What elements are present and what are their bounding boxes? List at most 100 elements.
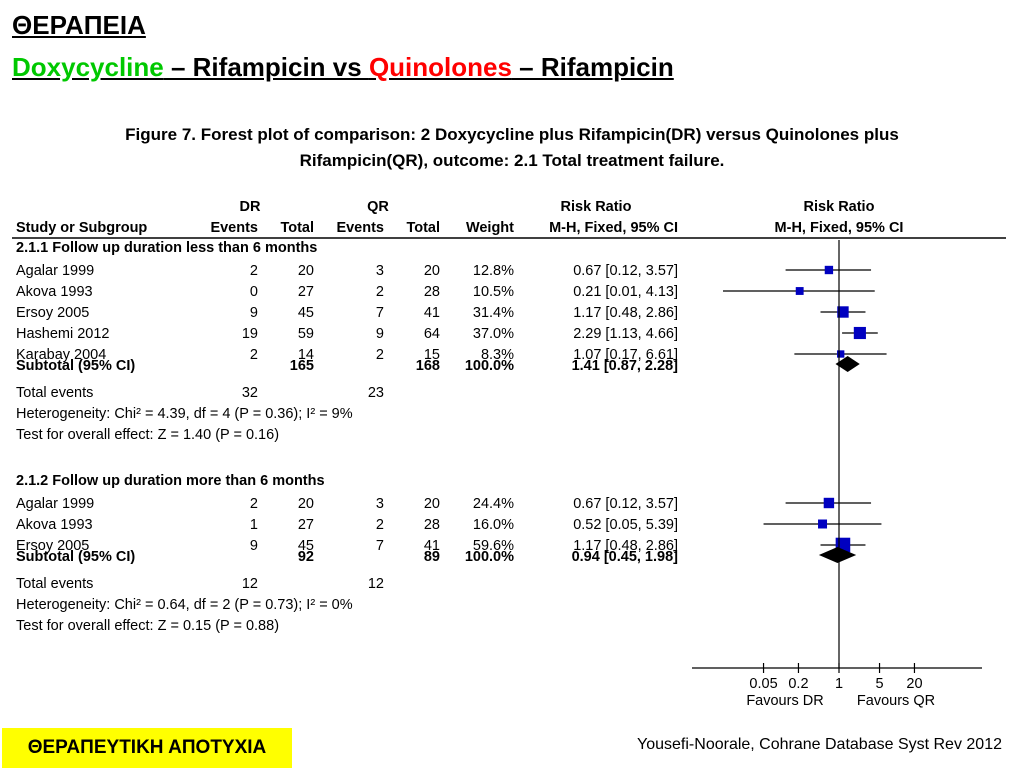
total-events-dr: 32 bbox=[242, 385, 258, 401]
subtitle-quinolones: Quinolones bbox=[368, 52, 512, 82]
subtotal-weight: 100.0% bbox=[465, 549, 514, 565]
study-qr-total: 20 bbox=[424, 263, 440, 279]
treatment-failure-tag: ΘΕΡΑΠΕΥΤΙΚΗ ΑΠΟΤΥΧΙΑ bbox=[2, 728, 292, 768]
study-name: Agalar 1999 bbox=[16, 496, 94, 512]
subtotal-qr-total: 89 bbox=[424, 549, 440, 565]
study-dr-total: 45 bbox=[298, 538, 314, 554]
study-weight: 16.0% bbox=[473, 517, 514, 533]
x-axis-tick-label: 0.2 bbox=[788, 676, 808, 692]
study-dr-total: 20 bbox=[298, 496, 314, 512]
subtotal-dr-total: 92 bbox=[298, 549, 314, 565]
study-ci-text: 0.21 [0.01, 4.13] bbox=[573, 284, 678, 300]
study-dr-events: 19 bbox=[242, 326, 258, 342]
total-events-label: Total events bbox=[16, 385, 93, 401]
col-header-qr-total: Total bbox=[406, 220, 440, 236]
study-name: Ersoy 2005 bbox=[16, 305, 89, 321]
study-weight: 10.5% bbox=[473, 284, 514, 300]
favours-left-label: Favours DR bbox=[746, 693, 823, 709]
study-dr-total: 59 bbox=[298, 326, 314, 342]
col-header-dr-events: Events bbox=[210, 220, 258, 236]
study-name: Karabay 2004 bbox=[16, 347, 106, 363]
study-ci-text: 0.67 [0.12, 3.57] bbox=[573, 496, 678, 512]
study-qr-events: 3 bbox=[376, 263, 384, 279]
study-dr-total: 27 bbox=[298, 284, 314, 300]
heterogeneity-text: Heterogeneity: Chi² = 4.39, df = 4 (P = … bbox=[16, 406, 353, 422]
x-axis-tick-label: 0.05 bbox=[749, 676, 777, 692]
study-qr-events: 2 bbox=[376, 517, 384, 533]
heterogeneity-text: Heterogeneity: Chi² = 0.64, df = 2 (P = … bbox=[16, 597, 353, 613]
study-qr-total: 41 bbox=[424, 305, 440, 321]
study-point-marker bbox=[824, 265, 834, 275]
study-dr-events: 2 bbox=[250, 263, 258, 279]
study-name: Agalar 1999 bbox=[16, 263, 94, 279]
study-dr-events: 9 bbox=[250, 538, 258, 554]
overall-effect-text: Test for overall effect: Z = 1.40 (P = 0… bbox=[16, 427, 279, 443]
study-weight: 24.4% bbox=[473, 496, 514, 512]
subgroup-header: 2.1.2 Follow up duration more than 6 mon… bbox=[16, 473, 325, 489]
study-dr-events: 0 bbox=[250, 284, 258, 300]
x-axis-tick-label: 20 bbox=[906, 676, 922, 692]
col-header-study: Study or Subgroup bbox=[16, 220, 147, 236]
study-point-marker bbox=[795, 287, 804, 295]
study-qr-total: 41 bbox=[424, 538, 440, 554]
subtotal-weight: 100.0% bbox=[465, 358, 514, 374]
study-ci-text: 2.29 [1.13, 4.66] bbox=[573, 326, 678, 342]
study-weight: 12.8% bbox=[473, 263, 514, 279]
study-qr-total: 20 bbox=[424, 496, 440, 512]
figure-caption-line-2: Rifampicin(QR), outcome: 2.1 Total treat… bbox=[299, 151, 725, 170]
rr-text-group-header: Risk Ratio bbox=[561, 199, 632, 215]
subtotal-label: Subtotal (95% CI) bbox=[16, 358, 135, 374]
study-dr-events: 1 bbox=[250, 517, 258, 533]
study-name: Ersoy 2005 bbox=[16, 538, 89, 554]
study-ci-text: 1.17 [0.48, 2.86] bbox=[573, 305, 678, 321]
figure-caption-line-1: Figure 7. Forest plot of comparison: 2 D… bbox=[125, 125, 899, 144]
study-dr-events: 2 bbox=[250, 496, 258, 512]
study-name: Hashemi 2012 bbox=[16, 326, 110, 342]
study-point-marker bbox=[818, 519, 828, 529]
study-dr-total: 27 bbox=[298, 517, 314, 533]
qr-group-header: QR bbox=[367, 199, 389, 215]
study-qr-events: 7 bbox=[376, 305, 384, 321]
study-name: Akova 1993 bbox=[16, 517, 93, 533]
total-events-label: Total events bbox=[16, 576, 93, 592]
col-header-rr-text: M-H, Fixed, 95% CI bbox=[549, 220, 678, 236]
x-axis-tick-label: 5 bbox=[876, 676, 884, 692]
study-weight: 59.6% bbox=[473, 538, 514, 554]
subtotal-ci-text: 1.41 [0.87, 2.28] bbox=[572, 358, 679, 374]
study-name: Akova 1993 bbox=[16, 284, 93, 300]
study-dr-total: 14 bbox=[298, 347, 314, 363]
study-dr-events: 2 bbox=[250, 347, 258, 363]
figure-caption: Figure 7. Forest plot of comparison: 2 D… bbox=[0, 122, 1024, 174]
study-ci-text: 0.52 [0.05, 5.39] bbox=[573, 517, 678, 533]
study-qr-events: 7 bbox=[376, 538, 384, 554]
total-events-qr: 23 bbox=[368, 385, 384, 401]
subtotal-diamond bbox=[818, 547, 857, 563]
subtotal-label: Subtotal (95% CI) bbox=[16, 549, 135, 565]
col-header-dr-total: Total bbox=[280, 220, 314, 236]
study-weight: 8.3% bbox=[481, 347, 514, 363]
col-header-weight: Weight bbox=[466, 220, 514, 236]
rr-plot-group-header: Risk Ratio bbox=[804, 199, 875, 215]
overall-effect-text: Test for overall effect: Z = 0.15 (P = 0… bbox=[16, 618, 279, 634]
study-dr-total: 45 bbox=[298, 305, 314, 321]
forest-plot: DR QR Risk Ratio Risk Ratio Study or Subgrou… bbox=[12, 199, 1006, 709]
study-ci-text: 1.17 [0.48, 2.86] bbox=[573, 538, 678, 554]
col-header-qr-events: Events bbox=[336, 220, 384, 236]
study-weight: 37.0% bbox=[473, 326, 514, 342]
slide-title: ΘΕΡΑΠΕΙΑ bbox=[12, 10, 146, 40]
study-qr-total: 15 bbox=[424, 347, 440, 363]
x-axis-tick-label: 1 bbox=[835, 676, 843, 692]
study-qr-events: 3 bbox=[376, 496, 384, 512]
study-qr-total: 64 bbox=[424, 326, 440, 342]
subgroup-header: 2.1.1 Follow up duration less than 6 mon… bbox=[16, 240, 317, 256]
study-ci-text: 0.67 [0.12, 3.57] bbox=[573, 263, 678, 279]
study-dr-total: 20 bbox=[298, 263, 314, 279]
subtotal-ci-text: 0.94 [0.45, 1.98] bbox=[572, 549, 679, 565]
study-qr-events: 9 bbox=[376, 326, 384, 342]
study-point-marker bbox=[837, 350, 845, 358]
study-point-marker bbox=[823, 497, 835, 509]
study-ci-text: 1.07 [0.17, 6.61] bbox=[573, 347, 678, 363]
favours-right-label: Favours QR bbox=[857, 693, 935, 709]
study-qr-events: 2 bbox=[376, 284, 384, 300]
study-qr-total: 28 bbox=[424, 284, 440, 300]
